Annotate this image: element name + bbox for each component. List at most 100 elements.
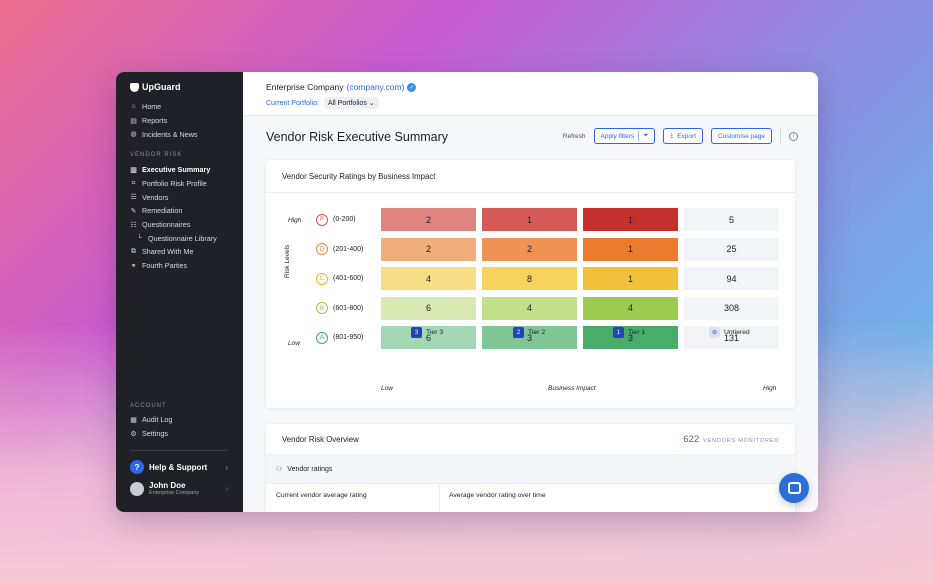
- heatmap-cell[interactable]: 1: [583, 267, 678, 290]
- heatmap-cell[interactable]: 4: [583, 296, 678, 320]
- x-axis-label: Business Impact: [548, 385, 596, 392]
- logo[interactable]: UpGuard: [130, 82, 181, 92]
- heatmap-cell[interactable]: 2: [381, 208, 476, 231]
- chevron-down-icon: ⌄: [368, 100, 375, 107]
- portfolio-dropdown[interactable]: All Portfolios ⌄: [323, 97, 379, 109]
- filter-icon: ⏷: [643, 132, 649, 139]
- sidebar-item-fourth-parties[interactable]: ⚭ Fourth Parties: [130, 259, 238, 273]
- vendor-risk-nav: ▥ Executive Summary ⌗ Portfolio Risk Profil…: [130, 163, 238, 273]
- link-icon: ⚭: [130, 262, 137, 270]
- score-range: (601-800): [333, 304, 364, 312]
- grade-badge: C: [316, 272, 328, 285]
- avatar: [130, 481, 144, 496]
- sidebar-item-executive-summary[interactable]: ▥ Executive Summary: [130, 163, 238, 177]
- sidebar-item-label: Home: [142, 102, 162, 112]
- settings-icon: ⚙: [130, 430, 137, 438]
- heatmap-cell[interactable]: 94: [684, 267, 779, 290]
- heatmap-cell[interactable]: 2: [482, 237, 577, 261]
- tier-label: ⊖ Untiered: [709, 327, 750, 338]
- log-icon: ▦: [130, 416, 137, 424]
- help-label: Help & Support: [149, 462, 208, 472]
- score-range: (801-950): [333, 334, 364, 341]
- bar-chart-icon: ▥: [130, 166, 137, 174]
- portfolio-label: Current Portfolio:: [266, 99, 319, 107]
- refresh-button[interactable]: Refresh: [562, 132, 586, 140]
- ratings-heatmap-card: Vendor Security Ratings by Business Impa…: [266, 160, 795, 408]
- heatmap-cell[interactable]: 25: [684, 237, 779, 261]
- sidebar-item-shared-with-me[interactable]: ⧉ Shared With Me: [130, 245, 238, 259]
- sidebar-item-reports[interactable]: ▤ Reports: [130, 114, 238, 128]
- sidebar-item-audit-log[interactable]: ▦ Audit Log: [130, 413, 238, 427]
- primary-nav: ⌂ Home ▤ Reports ◍ Incidents & News: [130, 100, 238, 141]
- vendors-monitored: 622 VENDORS MONITORED: [683, 434, 779, 445]
- apply-filters-button[interactable]: Apply filters ⏷: [593, 128, 656, 144]
- y-axis-low-label: Low: [288, 340, 300, 347]
- heatmap-cell[interactable]: 3: [583, 326, 678, 349]
- heatmap-cell[interactable]: 1: [583, 208, 678, 231]
- heatmap-cell[interactable]: 6: [381, 296, 476, 320]
- checklist-icon: ☷: [130, 221, 137, 229]
- card-divider: [266, 192, 795, 193]
- tier-badge: 2: [513, 327, 524, 338]
- chevron-right-icon: ›: [225, 484, 228, 493]
- sidebar-item-label: Settings: [142, 429, 168, 439]
- chat-button[interactable]: [779, 473, 809, 503]
- tier-name: Tier 2: [528, 329, 546, 336]
- grade-badge: D: [316, 243, 328, 255]
- app-window: UpGuard ⌂ Home ▤ Reports ◍ Incidents & News V…: [116, 72, 818, 512]
- export-label: Export: [677, 132, 697, 140]
- y-axis-high-label: High: [288, 217, 302, 224]
- heatmap-cell[interactable]: 4: [381, 267, 476, 290]
- heatmap-cell[interactable]: 2: [381, 237, 476, 261]
- heatmap-cell[interactable]: 4: [482, 296, 577, 320]
- current-average-rating-label: Current vendor average rating: [276, 492, 367, 499]
- heatmap-cell[interactable]: 6: [381, 326, 476, 349]
- heatmap-cell[interactable]: 131: [684, 326, 779, 349]
- heatmap-cell[interactable]: 308: [684, 296, 779, 320]
- main-content: Enterprise Company (company.com) ✓ Curre…: [243, 72, 818, 512]
- heatmap-cell[interactable]: 3: [482, 326, 577, 349]
- list-icon: ☰: [130, 194, 137, 202]
- customise-page-button[interactable]: Customise page: [711, 128, 772, 144]
- tier-label: 1 Tier 1: [613, 327, 645, 338]
- heatmap-cell[interactable]: 1: [482, 208, 577, 231]
- company-domain-link[interactable]: (company.com): [346, 82, 405, 92]
- info-icon[interactable]: i: [789, 131, 798, 141]
- sidebar-item-remediation[interactable]: ✎ Remediation: [130, 204, 238, 218]
- users-icon: ⚇: [276, 466, 283, 473]
- apply-filters-label: Apply filters: [600, 132, 635, 140]
- company-header: Enterprise Company (company.com) ✓: [266, 82, 417, 92]
- sidebar-item-label: Vendors: [142, 192, 169, 202]
- account-section-label: ACCOUNT: [130, 403, 167, 409]
- vendor-risk-overview-card: Vendor Risk Overview 622 VENDORS MONITOR…: [266, 424, 795, 512]
- heatmap-cell[interactable]: 8: [482, 267, 577, 290]
- sidebar-item-settings[interactable]: ⚙ Settings: [130, 427, 238, 441]
- tree-branch-icon: └: [137, 234, 142, 242]
- monitored-count: 622: [683, 434, 700, 445]
- top-bar: Enterprise Company (company.com) ✓ Curre…: [243, 72, 818, 116]
- grade-badge: F: [316, 213, 328, 226]
- help-support-button[interactable]: ? Help & Support ›: [130, 460, 228, 474]
- export-button[interactable]: ⤓ Export: [663, 128, 704, 144]
- sidebar-item-home[interactable]: ⌂ Home: [130, 100, 238, 114]
- sidebar-item-incidents-news[interactable]: ◍ Incidents & News: [130, 127, 238, 141]
- x-axis-high-label: High: [763, 385, 777, 392]
- sidebar-item-questionnaire-library[interactable]: └ Questionnaire Library: [130, 231, 238, 245]
- monitored-label: VENDORS MONITORED: [703, 438, 779, 444]
- heatmap-cell[interactable]: 5: [684, 208, 779, 231]
- sidebar-item-label: Questionnaire Library: [148, 233, 217, 243]
- portfolio-value: All Portfolios: [327, 100, 367, 107]
- sidebar-item-portfolio-risk-profile[interactable]: ⌗ Portfolio Risk Profile: [130, 177, 238, 191]
- heatmap-cell[interactable]: 1: [583, 237, 678, 261]
- sidebar-item-vendors[interactable]: ☰ Vendors: [130, 190, 238, 204]
- risk-row-label: C (401-600): [316, 267, 363, 290]
- upguard-logo-icon: [130, 82, 139, 92]
- user-menu[interactable]: John Doe Enterprise Company ›: [130, 481, 228, 496]
- sidebar-item-label: Audit Log: [142, 415, 173, 425]
- sidebar-item-questionnaires[interactable]: ☷ Questionnaires: [130, 218, 238, 232]
- company-name: Enterprise Company: [266, 82, 344, 92]
- share-icon: ⧉: [131, 247, 136, 255]
- chevron-right-icon: ›: [225, 462, 228, 472]
- tier-badge: 3: [411, 327, 422, 338]
- tier-badge: 1: [613, 327, 624, 338]
